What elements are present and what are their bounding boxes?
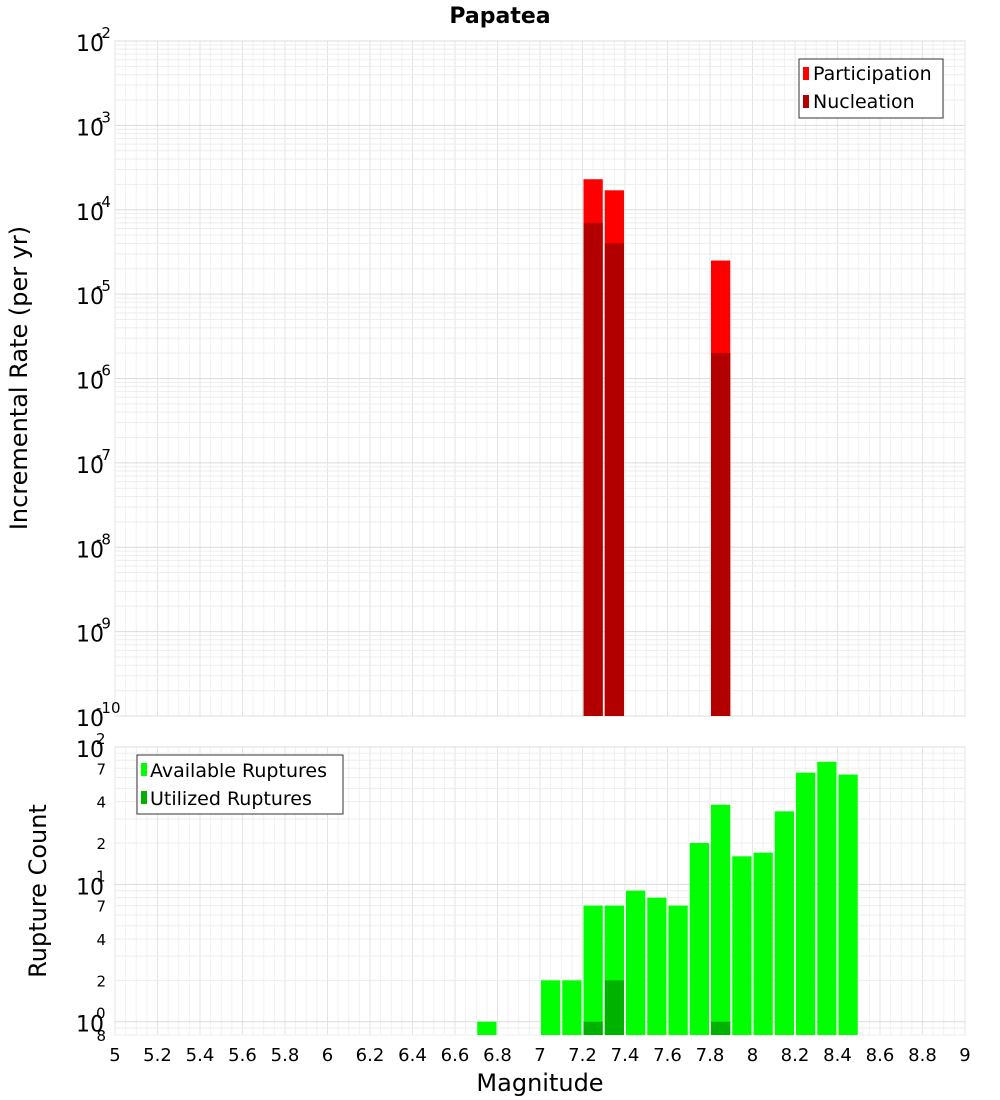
bar-utilized-ruptures [583,1021,603,1035]
legend-label-participation: Participation [813,63,932,85]
bar-available-ruptures [753,852,773,1035]
y-tick-label: 10 [76,116,104,141]
x-axis-label: Magnitude [476,1069,603,1097]
y-tick-exponent: -4 [96,193,111,211]
bar-nucleation [711,353,731,716]
y-tick-exponent: 1 [96,867,106,885]
y-tick-exponent: -9 [96,615,111,633]
bar-nucleation [583,222,603,716]
x-tick-label: 8.6 [866,1045,895,1066]
bar-available-ruptures [541,980,561,1035]
y-tick-label: 10 [76,738,104,763]
bottom-x-tick-labels: 5 5.2 5.4 5.6 5.8 6 6.2 6.4 6.6 6.8 7 7.2 7.4 7.6 7.8 8… [109,1045,970,1066]
bar-available-ruptures [647,897,667,1035]
y-tick-label: 10 [76,201,104,226]
bar-available-ruptures [689,843,709,1035]
bar-available-ruptures [711,804,731,1035]
bar-available-ruptures [626,890,646,1035]
y-minor-tick-label: 4 [96,931,106,949]
legend-swatch-utilized [141,791,147,804]
bar-available-ruptures [583,905,603,1035]
legend-label-available: Available Ruptures [150,760,327,782]
y-tick-exponent: 2 [96,730,106,748]
y-tick-exponent: -10 [96,699,121,717]
x-tick-label: 7.2 [568,1045,597,1066]
y-minor-tick-label: 4 [96,794,106,812]
top-legend: Participation Nucleation [798,58,944,119]
bottom-legend: Available Ruptures Utilized Ruptures [136,754,344,815]
x-tick-label: 6.8 [483,1045,512,1066]
legend-swatch-nucleation [803,95,809,108]
x-tick-label: 6.2 [356,1045,385,1066]
y-minor-tick-label: 2 [96,835,106,853]
y-tick-label: 10 [76,623,104,648]
bar-available-ruptures [774,811,794,1035]
chart-title: Papatea [449,4,550,29]
x-tick-label: 6 [322,1045,333,1066]
legend-label-utilized: Utilized Ruptures [150,788,312,810]
y-tick-exponent: -5 [96,277,111,295]
x-tick-label: 7 [534,1045,545,1066]
y-tick-exponent: -8 [96,530,111,548]
top-bars [583,179,731,717]
bar-available-ruptures [477,1021,497,1035]
y-tick-label: 10 [76,454,104,479]
y-tick-exponent: -3 [96,108,111,126]
legend-swatch-participation [803,67,809,80]
y-tick-label: 10 [76,1013,104,1038]
bar-available-ruptures [562,980,582,1035]
x-tick-label: 6.4 [398,1045,427,1066]
y-tick-label: 10 [76,285,104,310]
x-tick-label: 5 [109,1045,120,1066]
y-minor-tick-label: 8 [96,1027,106,1045]
x-tick-label: 6.6 [441,1045,470,1066]
y-tick-label: 10 [76,707,104,732]
y-tick-exponent: -6 [96,362,111,380]
x-tick-label: 7.8 [696,1045,725,1066]
bar-available-ruptures [817,761,837,1035]
x-tick-label: 5.2 [143,1045,172,1066]
top-y-axis-label: Incremental Rate (per yr) [5,226,33,530]
y-tick-exponent: 0 [96,1005,106,1023]
legend-swatch-available [141,763,147,776]
y-tick-exponent: -7 [96,446,111,464]
x-tick-label: 7.6 [653,1045,682,1066]
bar-utilized-ruptures [604,980,624,1035]
x-tick-label: 5.4 [186,1045,215,1066]
y-tick-label: 10 [76,370,104,395]
x-tick-label: 5.8 [271,1045,300,1066]
y-minor-tick-label: 7 [96,760,106,778]
bar-available-ruptures [838,774,858,1035]
bar-utilized-ruptures [711,1021,731,1035]
legend-label-nucleation: Nucleation [813,91,915,113]
y-tick-exponent: -2 [96,24,111,42]
x-tick-label: 5.6 [228,1045,257,1066]
x-tick-label: 8.8 [908,1045,937,1066]
bar-available-ruptures [796,772,816,1035]
y-tick-label: 10 [76,538,104,563]
bar-available-ruptures [668,905,688,1035]
top-gridlines [114,40,966,717]
x-tick-label: 8 [747,1045,758,1066]
y-tick-label: 10 [76,875,104,900]
bar-nucleation [604,243,624,717]
y-minor-tick-label: 7 [96,898,106,916]
bar-available-ruptures [732,856,752,1035]
top-legend-box [798,58,944,119]
x-tick-label: 8.2 [781,1045,810,1066]
x-tick-label: 9 [959,1045,970,1066]
y-minor-tick-label: 2 [96,972,106,990]
y-tick-label: 10 [76,32,104,57]
bottom-y-axis-label: Rupture Count [24,804,52,978]
bottom-legend-box [136,754,344,815]
x-tick-label: 8.4 [823,1045,852,1066]
x-tick-label: 7.4 [611,1045,640,1066]
bottom-bars [477,761,858,1035]
